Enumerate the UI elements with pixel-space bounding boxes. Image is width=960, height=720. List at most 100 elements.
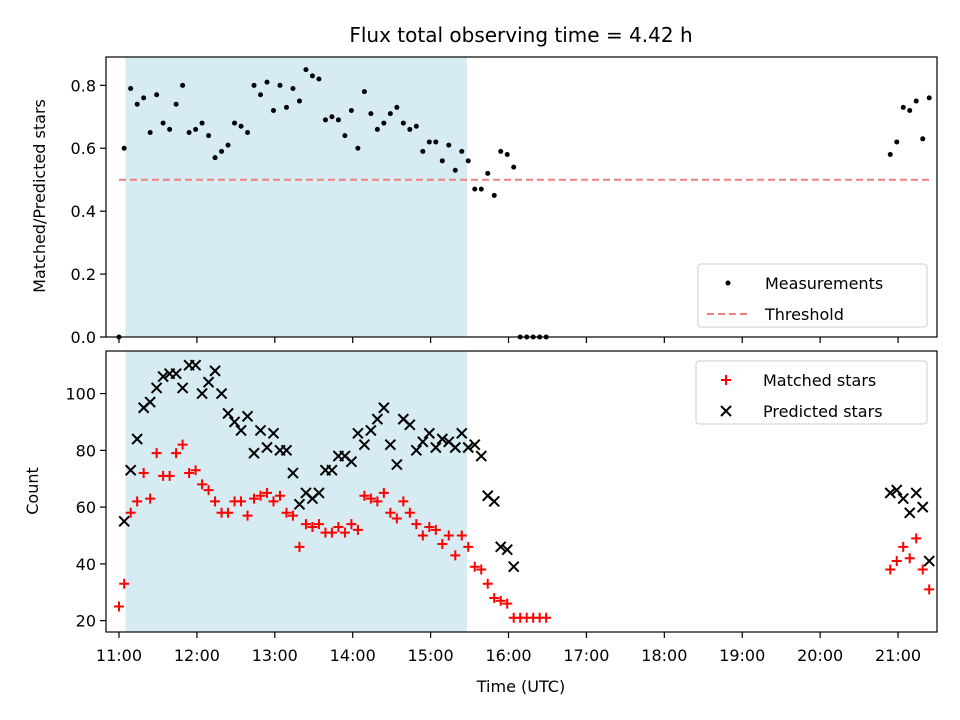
predicted-stars-point [923,555,935,567]
measurements-point [491,192,497,198]
predicted-stars-point [293,498,306,510]
measurements-point [355,145,361,151]
matched-stars-point [450,550,461,561]
matched-stars-point [138,468,149,479]
matched-stars-point [113,601,124,612]
matched-stars-point [249,493,260,504]
measurements-point [472,186,478,192]
matched-stars-point [904,553,915,564]
matched-stars-point [326,527,337,538]
measurements-point [387,111,393,117]
predicted-stars-point [430,441,442,454]
matched-stars-point [911,533,922,544]
matched-stars-point [333,521,344,532]
predicted-stars-point [904,507,916,519]
predicted-stars-point [897,492,909,505]
measurements-point [232,120,238,126]
matched-stars-point [223,507,234,518]
measurements-point [186,130,192,136]
measurements-point [154,92,160,98]
predicted-stars-point [235,424,247,437]
matched-stars-point [898,541,909,552]
predicted-stars-point [196,387,208,400]
observing-interval-shade-bottom [125,351,467,632]
measurements-point [270,107,276,113]
predicted-stars-point [254,424,267,437]
measurements-point [348,107,354,113]
measurements-point [498,148,504,154]
measurements-point [264,79,270,85]
predicted-stars-point [456,427,468,440]
measurements-point [134,101,140,107]
matched-stars-point [385,507,396,518]
matched-stars-point [210,496,221,507]
matched-stars-point [145,493,156,504]
matched-stars-point [541,612,552,623]
predicted-stars-point [176,382,189,394]
measurements-point [504,152,510,158]
predicted-stars-point [378,402,390,414]
matched-stars-point [339,527,350,538]
measurements-point [329,114,335,120]
measurements-point [459,148,465,154]
measurements-point [283,104,289,110]
measurements-point [309,73,315,79]
matched-stars-point [262,487,273,498]
measurements-point [173,101,179,107]
matched-stars-point [281,507,292,518]
measurements-point [907,107,913,113]
measurements-point [374,126,380,132]
predicted-stars-point [215,387,228,400]
y-tick-label: 0.2 [71,265,96,284]
predicted-stars-point [436,433,449,445]
y-tick-label: 60 [76,498,96,517]
ratio-axes-frame [105,56,938,338]
x-tick-label: 12:00 [174,646,220,665]
matched-stars-legend-label: Matched stars [763,371,876,390]
measurements-legend-swatch [725,280,731,286]
predicted-stars-point [449,441,461,454]
matched-stars-point [482,578,493,589]
measurements-point [141,95,147,101]
count-x-ticks: 11:00 12:00 13:00 14:00 15:00 16:00 17:00 18:00… [96,632,921,665]
matched-stars-point [190,465,201,476]
y-tick-label: 80 [76,441,96,460]
measurements-point [420,148,426,154]
matched-stars-point [119,578,130,589]
predicted-stars-point [228,416,241,428]
matched-stars-point [378,487,389,498]
measurements-point [303,67,309,73]
predicted-stars-point [371,413,384,425]
legend-box [697,263,928,328]
predicted-stars-point [488,495,500,508]
measurements-point [212,155,218,161]
matched-stars-legend-swatch [721,375,731,385]
matched-stars-point [469,561,480,572]
measurements-point [394,104,400,110]
measurements-point [335,117,341,123]
measurements-point [251,82,257,88]
matched-stars-point [274,490,285,501]
measurements-point [920,136,926,142]
x-tick-label: 13:00 [252,646,298,665]
x-tick-label: 17:00 [563,646,609,665]
measurements-point [407,126,413,132]
y-tick-label: 0.6 [71,139,96,158]
matched-stars-point [885,564,896,575]
measurements-point [290,85,296,91]
ratio-y-ticks: 0.0 0.2 0.4 0.6 0.8 [71,76,106,347]
measurements-point [887,152,893,158]
predicted-stars-point [261,441,273,454]
matched-stars-point [313,519,324,530]
y-tick-label: 100 [65,385,96,404]
measurements-point [400,120,406,126]
predicted-stars-point [352,427,364,440]
predicted-stars-point [884,487,896,499]
matched-stars-point [359,490,370,501]
count-y-ticks: 20 40 60 80 100 [65,385,106,631]
measurements-point [413,123,419,129]
matched-stars-point [125,507,136,518]
count-marks [113,359,935,623]
matched-stars-point [255,490,266,501]
